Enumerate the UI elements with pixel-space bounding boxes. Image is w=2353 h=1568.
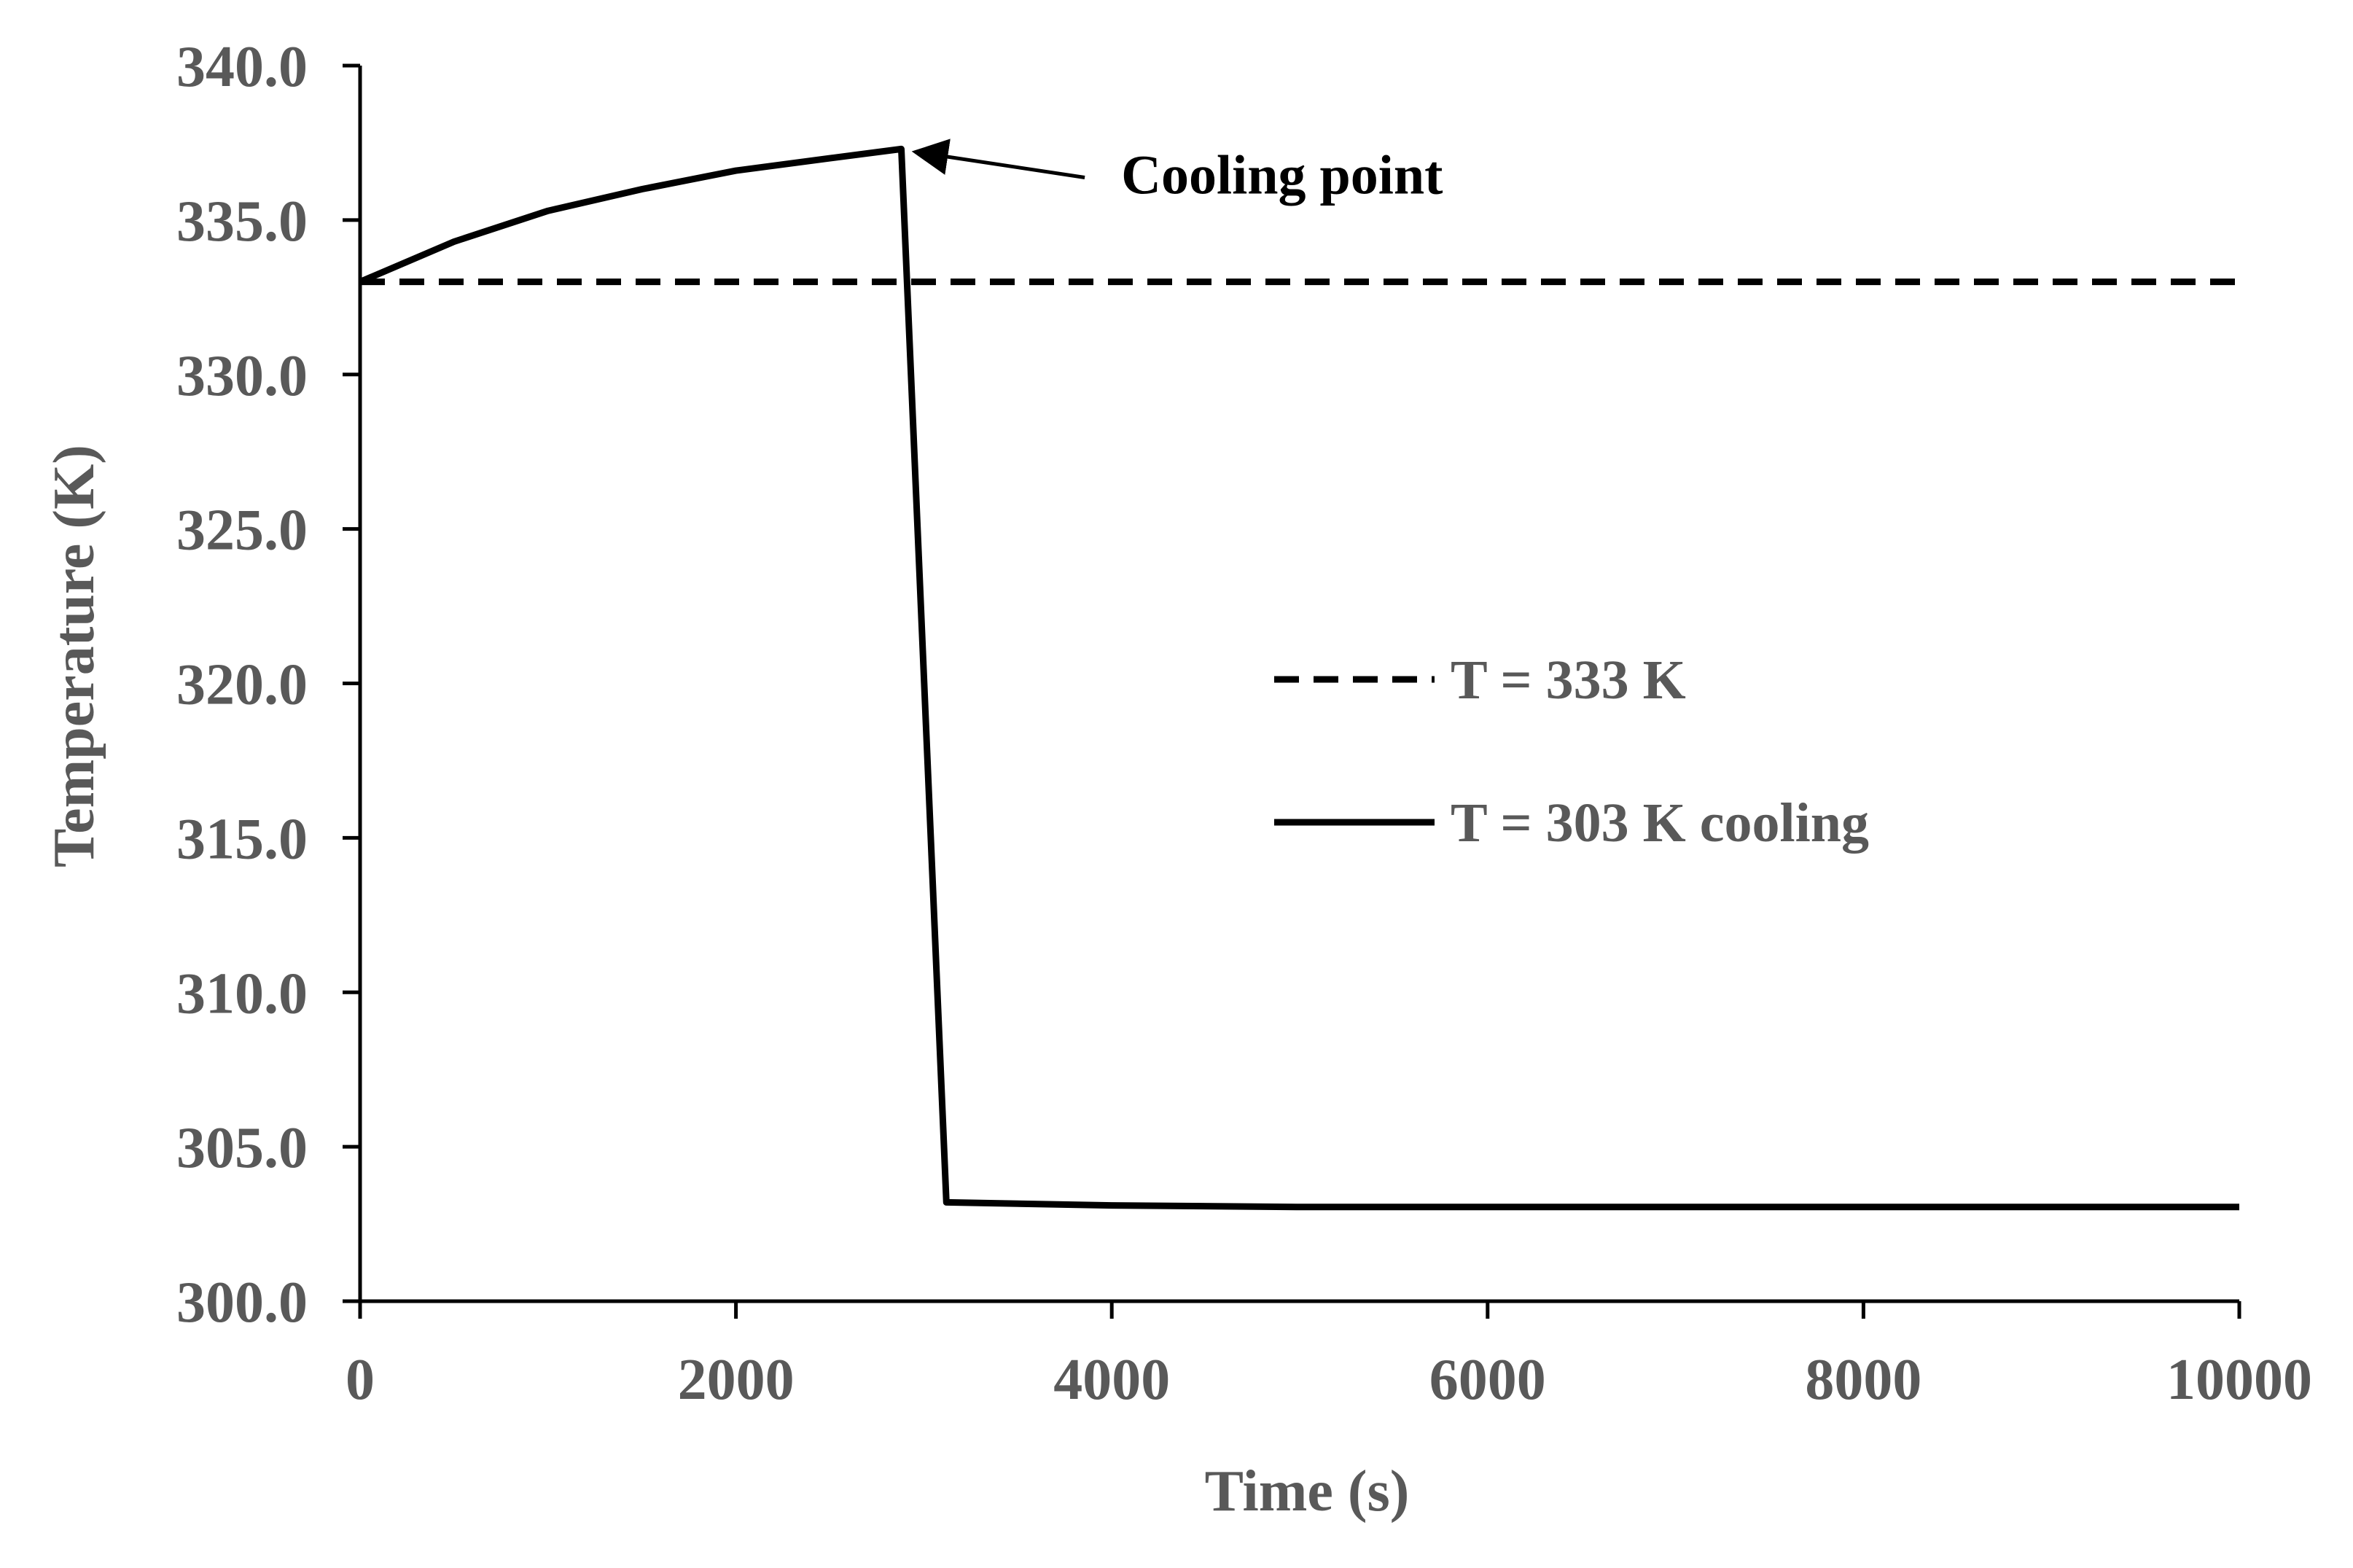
y-tick-label: 300.0 bbox=[176, 1271, 308, 1335]
y-tick-label: 315.0 bbox=[176, 807, 308, 871]
annotation-arrow bbox=[911, 139, 1085, 179]
legend-label: T = 333 K bbox=[1451, 650, 1686, 711]
y-axis-ticks: 300.0 305.0 310.0 315.0 320.0 325.0 330.0 335.0… bbox=[176, 35, 360, 1335]
y-axis-title: Temperature (K) bbox=[42, 445, 106, 867]
y-tick-label: 340.0 bbox=[176, 35, 308, 99]
x-tick-label: 8000 bbox=[1805, 1348, 1921, 1412]
y-tick-label: 330.0 bbox=[176, 344, 308, 408]
annotation-layer: Cooling point bbox=[911, 139, 1443, 206]
legend: T = 333 K T = 303 K cooling bbox=[1274, 650, 1869, 854]
y-tick-label: 320.0 bbox=[176, 653, 308, 717]
x-tick-label: 4000 bbox=[1053, 1348, 1170, 1412]
series-line-t303-cooling bbox=[359, 145, 2239, 1211]
x-axis-ticks: 0 2000 4000 6000 8000 10000 bbox=[346, 1301, 2312, 1412]
x-tick-label: 10000 bbox=[2166, 1348, 2312, 1412]
legend-label: T = 303 K cooling bbox=[1451, 792, 1869, 854]
x-tick-label: 2000 bbox=[678, 1348, 795, 1412]
x-axis-title: Time (s) bbox=[1205, 1459, 1410, 1524]
series-layer bbox=[359, 145, 2239, 1211]
plot-area bbox=[358, 66, 2239, 1303]
y-tick-label: 335.0 bbox=[176, 190, 308, 254]
y-tick-label: 305.0 bbox=[176, 1116, 308, 1180]
y-tick-label: 310.0 bbox=[176, 962, 308, 1026]
annotation-label: Cooling point bbox=[1121, 145, 1443, 206]
x-tick-label: 6000 bbox=[1429, 1348, 1546, 1412]
x-tick-label: 0 bbox=[346, 1348, 375, 1412]
y-tick-label: 325.0 bbox=[176, 499, 308, 563]
